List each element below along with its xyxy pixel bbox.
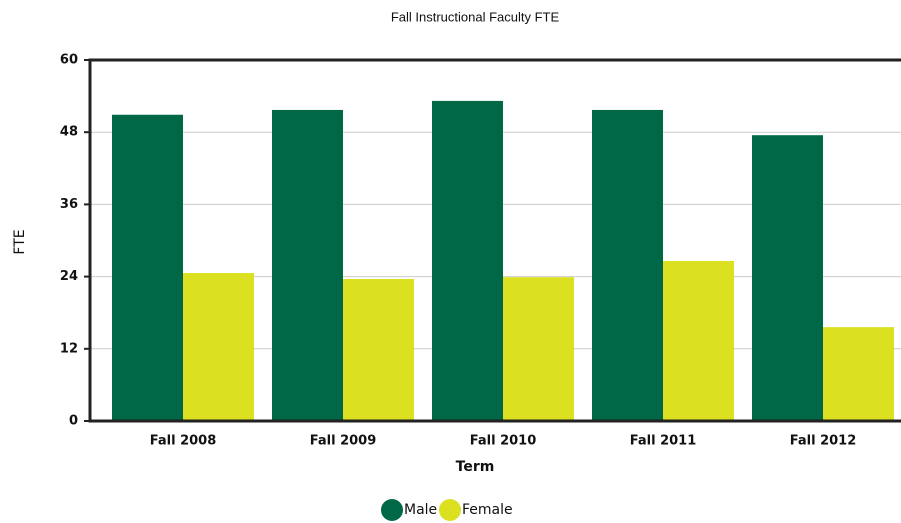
bar [112, 114, 183, 422]
bar [503, 277, 574, 421]
plot-frame [88, 58, 901, 423]
bar [823, 327, 894, 421]
bar [272, 109, 343, 422]
y-tick-label: 24 [60, 269, 78, 284]
y-tick-label: 0 [69, 414, 78, 429]
x-tick-label: Fall 2008 [150, 434, 217, 449]
bar [343, 279, 414, 421]
y-tick-label: 12 [60, 341, 78, 356]
legend-label: Male [404, 502, 437, 518]
y-tick-label: 48 [60, 125, 78, 140]
x-tick-label: Fall 2011 [630, 434, 697, 449]
y-tick-label: 60 [60, 53, 78, 68]
bar [183, 272, 254, 421]
x-axis-label: Term [456, 459, 495, 475]
legend-swatch [381, 499, 403, 521]
bar [663, 260, 734, 421]
y-axis-label: FTE [12, 229, 28, 254]
chart-title: Fall Instructional Faculty FTE [391, 9, 560, 24]
x-tick-label: Fall 2009 [310, 434, 377, 449]
bar [432, 100, 503, 421]
legend-swatch [439, 499, 461, 521]
bar [592, 109, 663, 422]
x-tick-label: Fall 2010 [470, 434, 537, 449]
legend: Male Female [381, 499, 513, 521]
bars [112, 100, 894, 422]
y-tick-label: 36 [60, 197, 78, 212]
legend-label: Female [462, 502, 513, 518]
x-tick-label: Fall 2012 [790, 434, 857, 449]
bar [752, 135, 823, 422]
